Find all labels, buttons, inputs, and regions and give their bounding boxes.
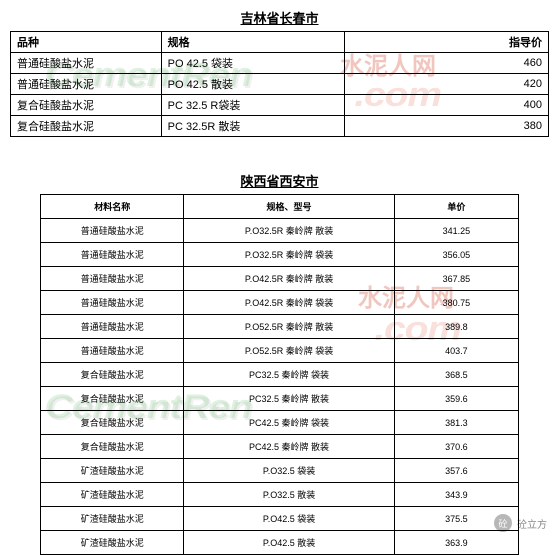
table-cell: 357.6 [394, 459, 518, 483]
table-row: 普通硅酸盐水泥P.O52.5R 秦岭牌 袋装403.7 [41, 339, 519, 363]
table-cell: 359.6 [394, 387, 518, 411]
table-cell: 460 [344, 53, 548, 74]
table2: 材料名称 规格、型号 单价 普通硅酸盐水泥P.O32.5R 秦岭牌 散装341.… [40, 194, 519, 555]
table-cell: P.O42.5R 秦岭牌 袋装 [184, 291, 394, 315]
t2-header-2: 单价 [394, 195, 518, 219]
table-cell: 复合硅酸盐水泥 [41, 363, 184, 387]
table-cell: 普通硅酸盐水泥 [41, 315, 184, 339]
table-cell: P.O32.5R 秦岭牌 袋装 [184, 243, 394, 267]
table-cell: 普通硅酸盐水泥 [41, 219, 184, 243]
table-row: 普通硅酸盐水泥P.O52.5R 秦岭牌 散装389.8 [41, 315, 519, 339]
table-cell: P.O42.5R 秦岭牌 散装 [184, 267, 394, 291]
table-cell: PC42.5 秦岭牌 袋装 [184, 411, 394, 435]
table-row: 普通硅酸盐水泥P.O32.5R 秦岭牌 袋装356.05 [41, 243, 519, 267]
table-cell: 380 [344, 116, 548, 137]
table-cell: 复合硅酸盐水泥 [11, 116, 162, 137]
table-row: 矿渣硅酸盐水泥P.O42.5 散装363.9 [41, 531, 519, 555]
table-cell: 复合硅酸盐水泥 [41, 411, 184, 435]
table-cell: 矿渣硅酸盐水泥 [41, 483, 184, 507]
table-cell: PC42.5 秦岭牌 散装 [184, 435, 394, 459]
table-cell: 380.75 [394, 291, 518, 315]
table-cell: 368.5 [394, 363, 518, 387]
table-cell: PO 42.5 散装 [161, 74, 344, 95]
table-cell: P.O32.5 袋装 [184, 459, 394, 483]
t1-header-2: 指导价 [344, 32, 548, 53]
table-cell: 403.7 [394, 339, 518, 363]
table-cell: 343.9 [394, 483, 518, 507]
table-cell: 复合硅酸盐水泥 [41, 387, 184, 411]
table-row: 普通硅酸盐水泥P.O42.5R 秦岭牌 袋装380.75 [41, 291, 519, 315]
table-cell: 381.3 [394, 411, 518, 435]
table-row: 矿渣硅酸盐水泥P.O32.5 袋装357.6 [41, 459, 519, 483]
table-cell: 普通硅酸盐水泥 [41, 291, 184, 315]
table-cell: P.O42.5 散装 [184, 531, 394, 555]
table-row: 矿渣硅酸盐水泥P.O42.5 袋装375.5 [41, 507, 519, 531]
table-cell: 370.6 [394, 435, 518, 459]
table-row: 复合硅酸盐水泥PC32.5 秦岭牌 袋装368.5 [41, 363, 519, 387]
t2-header-1: 规格、型号 [184, 195, 394, 219]
table-cell: P.O52.5R 秦岭牌 散装 [184, 315, 394, 339]
table-cell: 普通硅酸盐水泥 [11, 74, 162, 95]
table-cell: P.O32.5 散装 [184, 483, 394, 507]
table-cell: 复合硅酸盐水泥 [11, 95, 162, 116]
table-cell: 普通硅酸盐水泥 [41, 243, 184, 267]
table-cell: 普通硅酸盐水泥 [41, 267, 184, 291]
table-row: 普通硅酸盐水泥PO 42.5 袋装460 [11, 53, 549, 74]
table-cell: 矿渣硅酸盐水泥 [41, 531, 184, 555]
table-row: 矿渣硅酸盐水泥P.O32.5 散装343.9 [41, 483, 519, 507]
table-row: 普通硅酸盐水泥P.O32.5R 秦岭牌 散装341.25 [41, 219, 519, 243]
table-row: 复合硅酸盐水泥PC42.5 秦岭牌 散装370.6 [41, 435, 519, 459]
table-cell: 400 [344, 95, 548, 116]
table2-title: 陕西省西安市 [0, 163, 559, 194]
table-cell: 356.05 [394, 243, 518, 267]
table-row: 复合硅酸盐水泥PC32.5 秦岭牌 散装359.6 [41, 387, 519, 411]
table1-title: 吉林省长春市 [0, 0, 559, 31]
table-cell: 矿渣硅酸盐水泥 [41, 459, 184, 483]
table-cell: P.O52.5R 秦岭牌 袋装 [184, 339, 394, 363]
t1-header-0: 品种 [11, 32, 162, 53]
table-row: 复合硅酸盐水泥PC42.5 秦岭牌 袋装381.3 [41, 411, 519, 435]
table-cell: PO 42.5 袋装 [161, 53, 344, 74]
table-cell: 389.8 [394, 315, 518, 339]
table-cell: PC 32.5R 散装 [161, 116, 344, 137]
table-cell: 复合硅酸盐水泥 [41, 435, 184, 459]
table-row: 复合硅酸盐水泥PC 32.5 R袋装400 [11, 95, 549, 116]
table-cell: 341.25 [394, 219, 518, 243]
table-cell: PC32.5 秦岭牌 袋装 [184, 363, 394, 387]
table-cell: PC 32.5 R袋装 [161, 95, 344, 116]
table1: 品种 规格 指导价 普通硅酸盐水泥PO 42.5 袋装460普通硅酸盐水泥PO … [10, 31, 549, 137]
t1-header-1: 规格 [161, 32, 344, 53]
table-row: 复合硅酸盐水泥PC 32.5R 散装380 [11, 116, 549, 137]
table-cell: P.O32.5R 秦岭牌 散装 [184, 219, 394, 243]
table-cell: 363.9 [394, 531, 518, 555]
table-cell: PC32.5 秦岭牌 散装 [184, 387, 394, 411]
t2-header-0: 材料名称 [41, 195, 184, 219]
table-cell: 367.85 [394, 267, 518, 291]
table-cell: 矿渣硅酸盐水泥 [41, 507, 184, 531]
table-cell: 375.5 [394, 507, 518, 531]
table-cell: 420 [344, 74, 548, 95]
table-row: 普通硅酸盐水泥P.O42.5R 秦岭牌 散装367.85 [41, 267, 519, 291]
table-cell: 普通硅酸盐水泥 [11, 53, 162, 74]
table-row: 普通硅酸盐水泥PO 42.5 散装420 [11, 74, 549, 95]
table-cell: P.O42.5 袋装 [184, 507, 394, 531]
table-cell: 普通硅酸盐水泥 [41, 339, 184, 363]
